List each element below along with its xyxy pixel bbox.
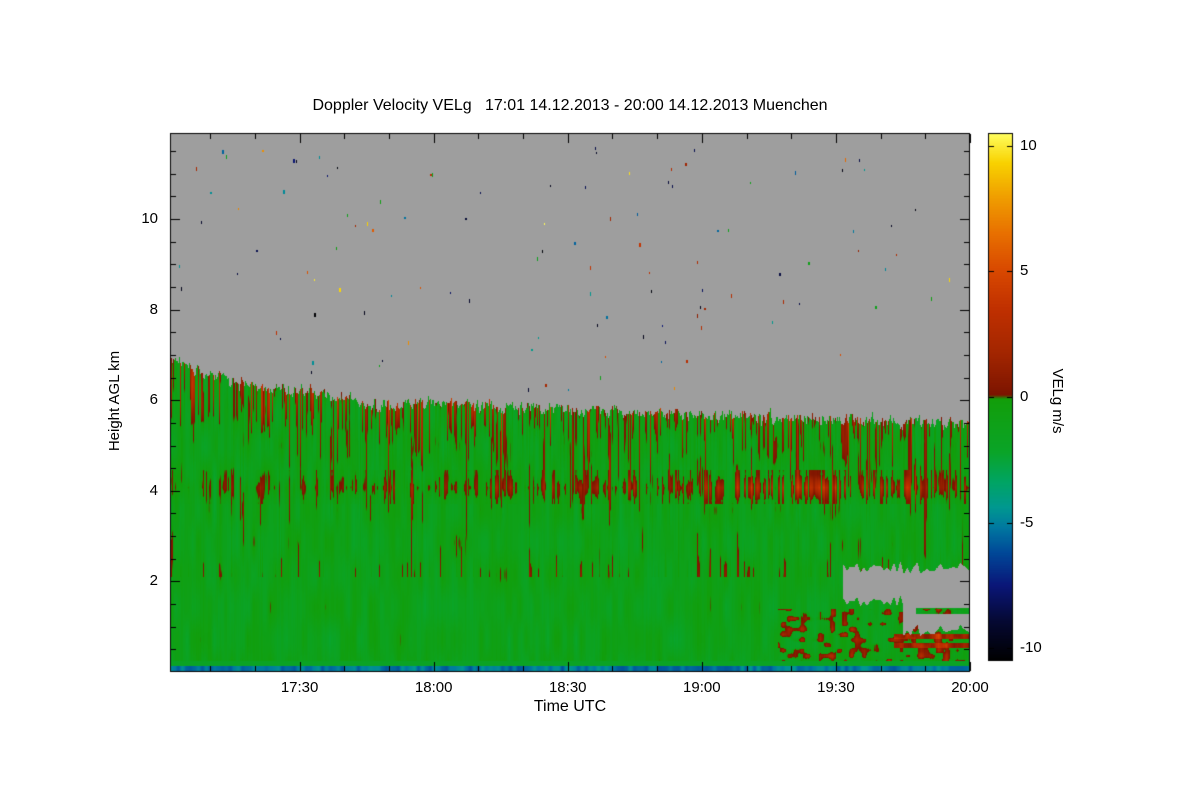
x-tick-label: 19:00 (683, 679, 721, 696)
y-tick-label: 6 (149, 391, 158, 409)
colorbar-tick-label: 10 (1020, 136, 1037, 154)
y-tick-label: 8 (149, 300, 158, 318)
colorbar-tick-label: 0 (1020, 388, 1029, 405)
colorbar-tick-label: -5 (1020, 513, 1034, 531)
x-tick-label: 17:30 (280, 679, 319, 696)
x-tick-label: 20:00 (951, 679, 989, 696)
x-tick-label: 18:00 (414, 679, 453, 696)
y-tick-label: 2 (149, 572, 158, 590)
x-tick-label: 18:30 (548, 679, 587, 696)
chart-title: Doppler Velocity VELg 17:01 14.12.2013 -… (312, 97, 828, 114)
colorbar-tick-label: 5 (1020, 262, 1029, 280)
x-tick-label: 19:30 (817, 679, 855, 696)
x-axis-label: Time UTC (533, 698, 607, 715)
y-tick-label: 4 (149, 481, 158, 499)
y-tick-label: 10 (141, 210, 158, 228)
colorbar-tick-label: -10 (1020, 639, 1042, 657)
